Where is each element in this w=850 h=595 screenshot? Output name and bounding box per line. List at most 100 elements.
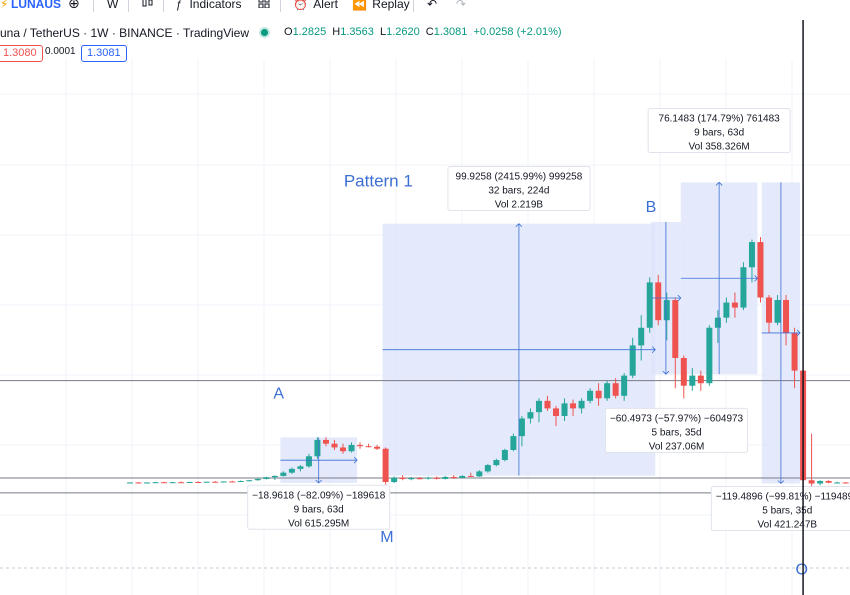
- candle: [578, 398, 585, 414]
- low-value: 1.2620: [386, 26, 420, 38]
- indicators-button[interactable]: ƒ Indicators: [176, 0, 242, 11]
- candle: [825, 480, 832, 484]
- candle: [706, 325, 713, 386]
- pattern-label: M: [380, 529, 393, 546]
- candle: [425, 476, 432, 480]
- toolbar-divider: [413, 0, 414, 12]
- measure-info-box: 76.1483 (174.79%) 761483 9 bars, 63d Vol 3…: [647, 108, 791, 154]
- candle-body: [612, 383, 619, 396]
- candle: [629, 337, 636, 379]
- compare-symbol-plus-icon[interactable]: ⊕: [68, 0, 80, 11]
- candle: [297, 465, 304, 472]
- candle-body: [459, 475, 466, 478]
- alert-button[interactable]: ⏰ Alert: [293, 0, 338, 11]
- candle: [450, 475, 457, 479]
- indicators-label: Indicators: [189, 0, 242, 11]
- symbol-title[interactable]: una / TetherUS · 1W · BINANCE · TradingV…: [0, 26, 249, 40]
- buy-price-box[interactable]: 1.3081: [81, 45, 127, 62]
- candle-body: [263, 477, 270, 479]
- candle-body: [476, 471, 483, 477]
- replay-label: Replay: [372, 0, 410, 11]
- candle-body: [740, 267, 747, 308]
- candle-body: [391, 477, 398, 482]
- candle: [442, 475, 449, 480]
- interval-button[interactable]: W: [107, 0, 119, 11]
- candle-body: [322, 439, 329, 444]
- candle: [340, 443, 346, 454]
- candle: [161, 481, 168, 484]
- candle: [731, 292, 738, 318]
- symbol-search-button[interactable]: LUNAUS: [11, 0, 61, 11]
- candle-body: [331, 443, 338, 448]
- candle-body: [689, 375, 696, 386]
- candle-body: [646, 282, 653, 328]
- toolbar-divider: [163, 0, 164, 12]
- replay-button[interactable]: ⏪ Replay: [352, 0, 410, 11]
- measure-box-line: 5 bars, 35d: [652, 427, 702, 438]
- candle: [416, 476, 423, 480]
- pattern-label: B: [646, 199, 657, 216]
- toolbar-divider: [93, 0, 94, 12]
- candle-body: [382, 448, 389, 482]
- candle: [459, 475, 466, 479]
- candle: [783, 295, 790, 346]
- candle: [212, 480, 219, 483]
- candle-body: [220, 481, 227, 483]
- measure-box-bg: [605, 407, 749, 453]
- undo-icon[interactable]: ↶: [427, 0, 438, 11]
- sell-price-box[interactable]: 1.3080: [0, 45, 43, 62]
- measure-info-box: −60.4973 (−57.97%) −604973 5 bars, 35d Vol…: [605, 407, 749, 453]
- candle-body: [757, 242, 764, 298]
- candle: [322, 437, 329, 447]
- candle-body: [714, 317, 721, 328]
- candle-body: [152, 482, 159, 484]
- candle-body: [399, 477, 406, 479]
- candle-body: [527, 412, 534, 419]
- candle-body: [484, 465, 491, 472]
- measure-box-line: 9 bars, 63d: [294, 504, 344, 515]
- candle-body: [186, 481, 193, 483]
- candle-body: [305, 456, 312, 467]
- alert-clock-icon: ⏰: [293, 0, 308, 11]
- candle-body: [127, 482, 133, 484]
- candle-body: [655, 282, 662, 321]
- candle: [740, 262, 747, 311]
- candle-body: [493, 460, 500, 466]
- candle: [127, 482, 133, 484]
- candle: [408, 476, 415, 481]
- candle-body: [842, 482, 849, 484]
- measure-box-bg: [447, 165, 591, 211]
- candle-body: [535, 400, 542, 413]
- candle-body: [595, 390, 602, 399]
- redo-icon[interactable]: ↷: [456, 0, 467, 11]
- candle: [842, 481, 849, 484]
- candle-body: [570, 403, 577, 409]
- candle: [374, 444, 381, 450]
- candle: [655, 274, 662, 326]
- candle: [680, 355, 687, 399]
- candle: [144, 482, 151, 484]
- candle-body: [731, 302, 738, 308]
- candle: [587, 388, 594, 404]
- candle-body: [280, 472, 287, 476]
- candle: [178, 481, 185, 484]
- candle-body: [817, 480, 824, 484]
- high-value: 1.3563: [340, 26, 374, 38]
- candle-body: [723, 302, 730, 318]
- toolbar-divider: [128, 0, 129, 12]
- candles-chart-type-icon[interactable]: [141, 0, 153, 11]
- candle-body: [433, 477, 440, 479]
- brand-logo-icon[interactable]: ⚡: [0, 0, 9, 11]
- candle: [493, 458, 500, 467]
- candle: [535, 398, 542, 423]
- candle: [305, 453, 312, 468]
- candle: [834, 481, 841, 484]
- candle: [484, 463, 491, 473]
- candle: [331, 439, 338, 450]
- candle: [152, 481, 159, 484]
- layouts-grid-icon[interactable]: [258, 0, 270, 11]
- candle: [510, 433, 517, 452]
- candle: [689, 368, 696, 391]
- measure-info-box: −119.4896 (−99.81%) −1194896 5 bars, 35d V…: [710, 486, 850, 532]
